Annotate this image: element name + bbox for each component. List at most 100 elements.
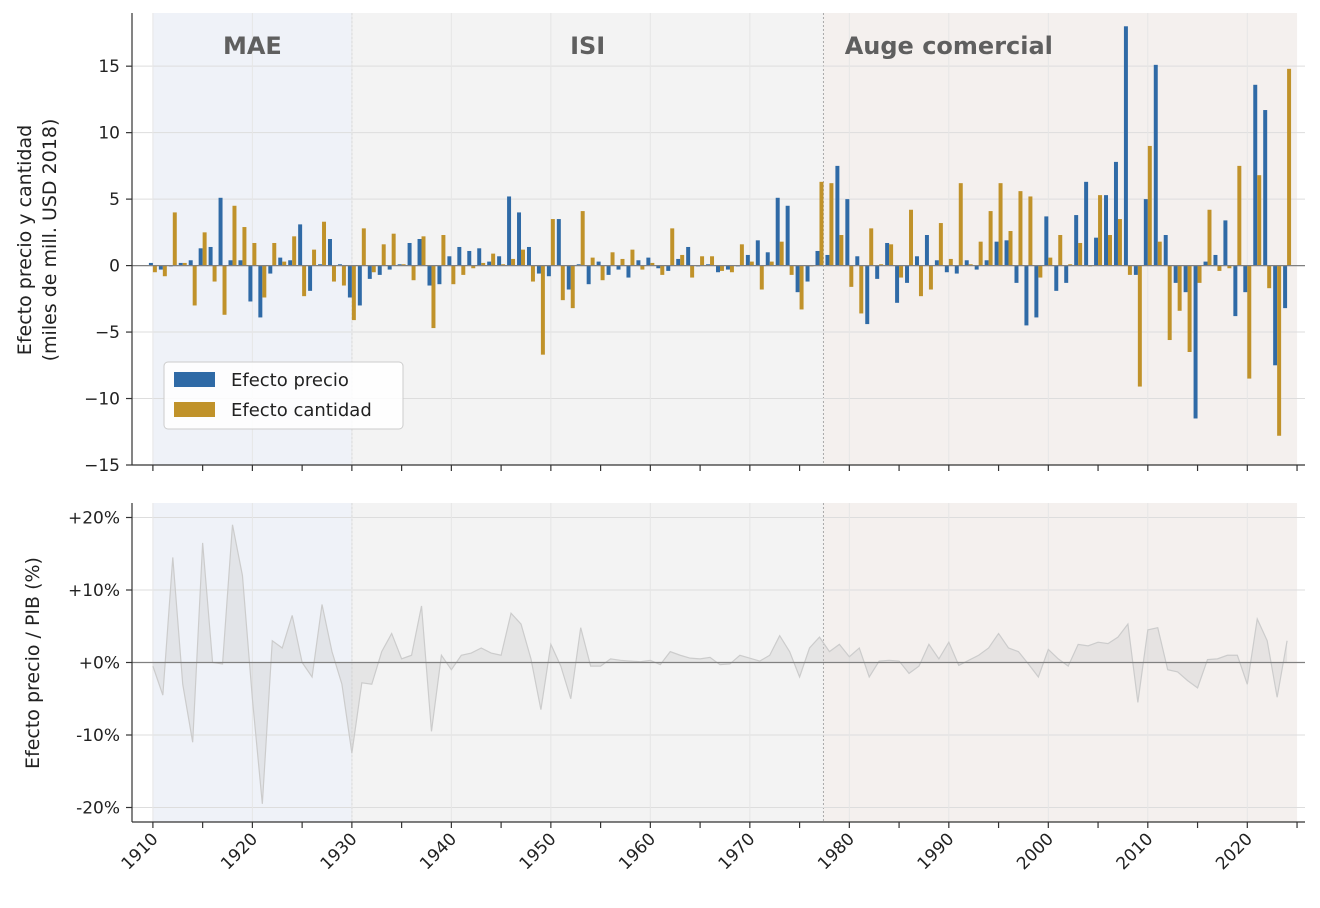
bar-efecto-precio	[805, 265, 810, 282]
top-ytick-label: −15	[84, 456, 120, 476]
bar-efecto-cantidad	[381, 244, 386, 266]
bar-efecto-precio	[1233, 265, 1238, 317]
bar-efecto-precio	[845, 199, 850, 266]
bar-efecto-precio	[1283, 265, 1288, 309]
bar-efecto-cantidad	[1277, 265, 1282, 436]
bar-efecto-precio	[616, 265, 621, 270]
bar-efecto-precio	[646, 257, 651, 266]
bar-efecto-precio	[666, 265, 671, 271]
bar-efecto-precio	[964, 260, 969, 266]
bar-efecto-cantidad	[869, 228, 874, 266]
bar-efecto-precio	[885, 242, 890, 266]
bar-efecto-precio	[546, 265, 551, 277]
bar-efecto-cantidad	[938, 223, 943, 266]
bar-efecto-precio	[407, 242, 412, 266]
bar-efecto-cantidad	[918, 265, 923, 297]
bar-efecto-cantidad	[491, 253, 496, 266]
bar-efecto-cantidad	[978, 241, 983, 266]
bar-efecto-precio	[745, 254, 750, 266]
xtick-label: 1980	[814, 829, 859, 874]
bar-efecto-cantidad	[371, 265, 376, 273]
bar-efecto-cantidad	[501, 264, 506, 266]
bar-efecto-precio	[367, 265, 372, 279]
bar-efecto-cantidad	[202, 232, 207, 266]
bar-efecto-cantidad	[322, 221, 327, 266]
bar-efecto-cantidad	[1167, 265, 1172, 341]
bar-efecto-cantidad	[988, 211, 993, 266]
bar-efecto-precio	[526, 246, 531, 266]
xtick-label: 1950	[516, 829, 561, 874]
bar-efecto-cantidad	[351, 265, 356, 321]
top-ytick-label: 10	[98, 124, 120, 144]
xtick-label: 1960	[615, 829, 660, 874]
bar-efecto-cantidad	[998, 183, 1003, 266]
bar-efecto-precio	[1163, 235, 1168, 266]
bar-efecto-cantidad	[729, 265, 734, 273]
bar-efecto-cantidad	[272, 242, 277, 266]
bar-efecto-precio	[596, 261, 601, 266]
bar-efecto-precio	[467, 250, 472, 266]
bar-efecto-precio	[188, 260, 193, 266]
bar-efecto-precio	[815, 250, 820, 266]
bar-efecto-cantidad	[799, 265, 804, 310]
xtick-label: 2020	[1212, 829, 1257, 874]
bar-efecto-precio	[1243, 265, 1248, 293]
bar-efecto-precio	[497, 256, 502, 266]
xtick-label: 1990	[914, 829, 959, 874]
bar-efecto-cantidad	[1137, 265, 1142, 387]
bar-efecto-cantidad	[511, 258, 516, 266]
bar-efecto-cantidad	[1127, 265, 1132, 275]
bar-efecto-cantidad	[182, 262, 187, 266]
bar-efecto-precio	[278, 257, 283, 266]
bar-efecto-cantidad	[839, 235, 844, 266]
bar-efecto-precio	[1223, 220, 1228, 266]
legend: Efecto precio Efecto cantidad	[163, 361, 404, 430]
bar-efecto-precio	[825, 254, 830, 266]
bar-efecto-cantidad	[550, 219, 555, 266]
bar-efecto-cantidad	[749, 261, 754, 266]
bar-efecto-cantidad	[172, 212, 177, 266]
bar-efecto-cantidad	[421, 236, 426, 266]
era-label: MAE	[223, 32, 282, 60]
bar-efecto-precio	[1213, 254, 1218, 266]
bar-efecto-precio	[517, 212, 522, 266]
bar-efecto-precio	[855, 256, 860, 266]
bar-efecto-cantidad	[680, 254, 685, 266]
top-ytick-label: −10	[84, 390, 120, 410]
bar-efecto-cantidad	[909, 209, 914, 266]
top-panel: MAE ISI Auge comercial 15 10 5 0 −5 −10 −15 Efec…	[14, 13, 1305, 476]
bar-efecto-precio	[357, 265, 362, 306]
bar-efecto-cantidad	[232, 205, 237, 266]
bar-efecto-cantidad	[560, 265, 565, 301]
xtick-label: 1940	[416, 829, 461, 874]
bar-efecto-cantidad	[1257, 175, 1262, 266]
bar-efecto-precio	[148, 262, 153, 266]
bar-efecto-cantidad	[1058, 235, 1063, 266]
bar-efecto-precio	[1183, 265, 1188, 293]
bar-efecto-precio	[626, 265, 631, 278]
bar-efecto-precio	[1273, 265, 1278, 366]
bar-efecto-cantidad	[819, 181, 824, 266]
bar-efecto-cantidad	[1237, 165, 1242, 266]
bar-efecto-precio	[487, 261, 492, 266]
xtick-label: 1930	[317, 829, 362, 874]
bar-efecto-precio	[318, 264, 323, 266]
bar-efecto-precio	[1074, 215, 1079, 266]
bar-efecto-precio	[924, 235, 929, 266]
bar-efecto-precio	[984, 260, 989, 266]
bar-efecto-precio	[457, 246, 462, 266]
bar-efecto-cantidad	[650, 262, 655, 266]
bar-efecto-precio	[1104, 195, 1109, 266]
bottom-ytick-label: -20%	[76, 799, 120, 819]
bar-efecto-cantidad	[789, 265, 794, 275]
legend-label: Efecto cantidad	[231, 400, 372, 421]
top-ytick-label: 0	[109, 257, 120, 277]
bar-efecto-cantidad	[341, 265, 346, 286]
bar-efecto-cantidad	[262, 265, 267, 298]
bar-efecto-cantidad	[899, 265, 904, 278]
bottom-panel: +20% +10% +0% -10% -20% 1910 1920 1930 1940 1950…	[22, 503, 1305, 874]
bar-efecto-precio	[1173, 265, 1178, 283]
bar-efecto-cantidad	[302, 265, 307, 297]
bar-efecto-precio	[238, 260, 243, 266]
